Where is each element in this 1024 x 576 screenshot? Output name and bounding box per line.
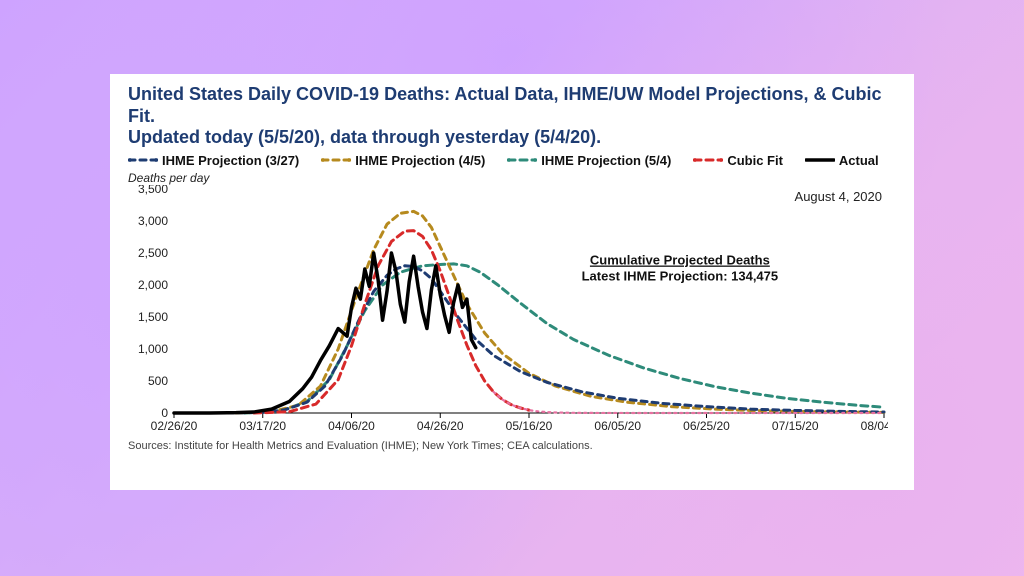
y-axis-title: Deaths per day bbox=[128, 171, 896, 185]
x-tick-label: 04/26/20 bbox=[417, 419, 464, 433]
y-tick-label: 1,000 bbox=[138, 342, 168, 356]
series-ihme405 bbox=[236, 212, 884, 414]
chart-card: United States Daily COVID-19 Deaths: Act… bbox=[110, 74, 914, 490]
y-tick-label: 3,500 bbox=[138, 185, 168, 196]
legend-label: Actual bbox=[839, 153, 879, 168]
x-tick-label: 06/25/20 bbox=[683, 419, 730, 433]
y-tick-label: 1,500 bbox=[138, 310, 168, 324]
legend-item: IHME Projection (5/4) bbox=[507, 153, 671, 168]
chart-legend: IHME Projection (3/27) IHME Projection (4… bbox=[128, 153, 896, 170]
page-background: United States Daily COVID-19 Deaths: Act… bbox=[0, 0, 1024, 576]
y-tick-label: 500 bbox=[148, 374, 168, 388]
legend-item: Actual bbox=[805, 153, 879, 168]
legend-swatch-icon bbox=[128, 154, 158, 166]
chart-sources: Sources: Institute for Health Metrics an… bbox=[128, 440, 896, 452]
y-tick-label: 3,000 bbox=[138, 214, 168, 228]
series-ihme327 bbox=[227, 266, 884, 413]
y-tick-label: 0 bbox=[161, 406, 168, 420]
x-tick-label: 04/06/20 bbox=[328, 419, 375, 433]
x-tick-label: 05/16/20 bbox=[506, 419, 553, 433]
chart-svg: 0 500 1,000 1,500 2,000 2,500 3,000 3,500 02/26/… bbox=[128, 185, 888, 433]
x-tick-label: 08/04/20 bbox=[861, 419, 888, 433]
chart-title: United States Daily COVID-19 Deaths: Act… bbox=[128, 84, 896, 149]
legend-label: Cubic Fit bbox=[727, 153, 783, 168]
legend-swatch-icon bbox=[507, 154, 537, 166]
x-tick-label: 03/17/20 bbox=[239, 419, 286, 433]
legend-swatch-icon bbox=[805, 154, 835, 166]
x-tick-label: 02/26/20 bbox=[151, 419, 198, 433]
chart-plot-area: 0 500 1,000 1,500 2,000 2,500 3,000 3,500 02/26/… bbox=[128, 185, 896, 438]
legend-item: IHME Projection (4/5) bbox=[321, 153, 485, 168]
legend-label: IHME Projection (4/5) bbox=[355, 153, 485, 168]
x-tick-label: 07/15/20 bbox=[772, 419, 819, 433]
legend-item: Cubic Fit bbox=[693, 153, 783, 168]
cumulative-title: Cumulative Projected Deaths bbox=[590, 253, 770, 268]
y-tick-label: 2,000 bbox=[138, 278, 168, 292]
legend-swatch-icon bbox=[693, 154, 723, 166]
chart-title-line1: United States Daily COVID-19 Deaths: Act… bbox=[128, 84, 881, 126]
annotation-date: August 4, 2020 bbox=[795, 189, 882, 204]
legend-label: IHME Projection (5/4) bbox=[541, 153, 671, 168]
legend-swatch-icon bbox=[321, 154, 351, 166]
cumulative-value: Latest IHME Projection: 134,475 bbox=[582, 269, 779, 284]
legend-item: IHME Projection (3/27) bbox=[128, 153, 299, 168]
y-tick-label: 2,500 bbox=[138, 246, 168, 260]
legend-label: IHME Projection (3/27) bbox=[162, 153, 299, 168]
chart-title-line2: Updated today (5/5/20), data through yes… bbox=[128, 127, 601, 147]
x-tick-label: 06/05/20 bbox=[594, 419, 641, 433]
